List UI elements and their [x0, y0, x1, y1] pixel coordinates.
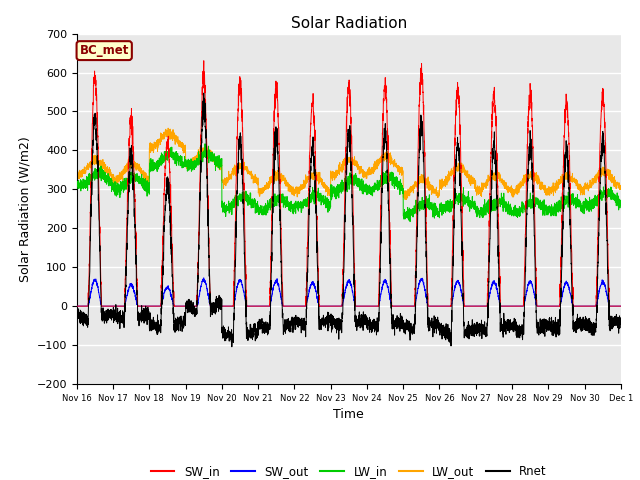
LW_in [616, 199, 624, 205]
LW_out [471, 180, 479, 186]
SW_in [171, 303, 179, 309]
Rnet [73, 318, 81, 324]
Title: Solar Radiation: Solar Radiation [291, 16, 407, 31]
SW_in [329, 303, 337, 309]
SW_out [329, 303, 337, 309]
Rnet [617, 315, 625, 321]
LW_in [471, 198, 479, 204]
Rnet [329, 326, 337, 332]
SW_out [471, 303, 479, 309]
SW_out [441, 303, 449, 309]
Rnet [171, 324, 179, 329]
SW_in [471, 303, 479, 309]
Line: LW_in: LW_in [77, 144, 621, 222]
SW_out [617, 303, 625, 309]
SW_out [171, 303, 179, 309]
Text: BC_met: BC_met [79, 44, 129, 57]
LW_out [164, 125, 172, 131]
LW_in [201, 141, 209, 147]
LW_out [329, 168, 337, 174]
LW_out [171, 137, 179, 143]
LW_out [441, 178, 449, 183]
SW_in [73, 303, 81, 309]
X-axis label: Time: Time [333, 408, 364, 421]
Line: Rnet: Rnet [77, 93, 621, 347]
Line: SW_out: SW_out [77, 278, 621, 306]
Rnet [228, 344, 236, 350]
Line: SW_in: SW_in [77, 61, 621, 306]
LW_in [73, 186, 81, 192]
Rnet [441, 331, 449, 336]
SW_out [73, 303, 81, 309]
SW_in [616, 303, 624, 309]
SW_in [200, 58, 207, 64]
SW_out [200, 275, 207, 281]
LW_out [617, 186, 625, 192]
SW_out [616, 303, 624, 309]
SW_out [502, 303, 509, 309]
Legend: SW_in, SW_out, LW_in, LW_out, Rnet: SW_in, SW_out, LW_in, LW_out, Rnet [146, 461, 552, 480]
LW_in [502, 202, 509, 207]
Rnet [616, 317, 624, 323]
LW_in [441, 205, 449, 211]
LW_in [329, 185, 337, 191]
SW_in [617, 303, 625, 309]
LW_out [73, 171, 81, 177]
LW_in [406, 219, 414, 225]
LW_out [502, 185, 509, 191]
Rnet [471, 321, 479, 327]
Rnet [502, 320, 509, 326]
LW_out [616, 185, 624, 191]
LW_in [617, 197, 625, 203]
SW_in [441, 303, 449, 309]
LW_in [171, 154, 179, 160]
Line: LW_out: LW_out [77, 128, 621, 200]
Rnet [200, 90, 207, 96]
LW_out [403, 197, 410, 203]
SW_in [502, 303, 509, 309]
Y-axis label: Solar Radiation (W/m2): Solar Radiation (W/m2) [18, 136, 31, 282]
